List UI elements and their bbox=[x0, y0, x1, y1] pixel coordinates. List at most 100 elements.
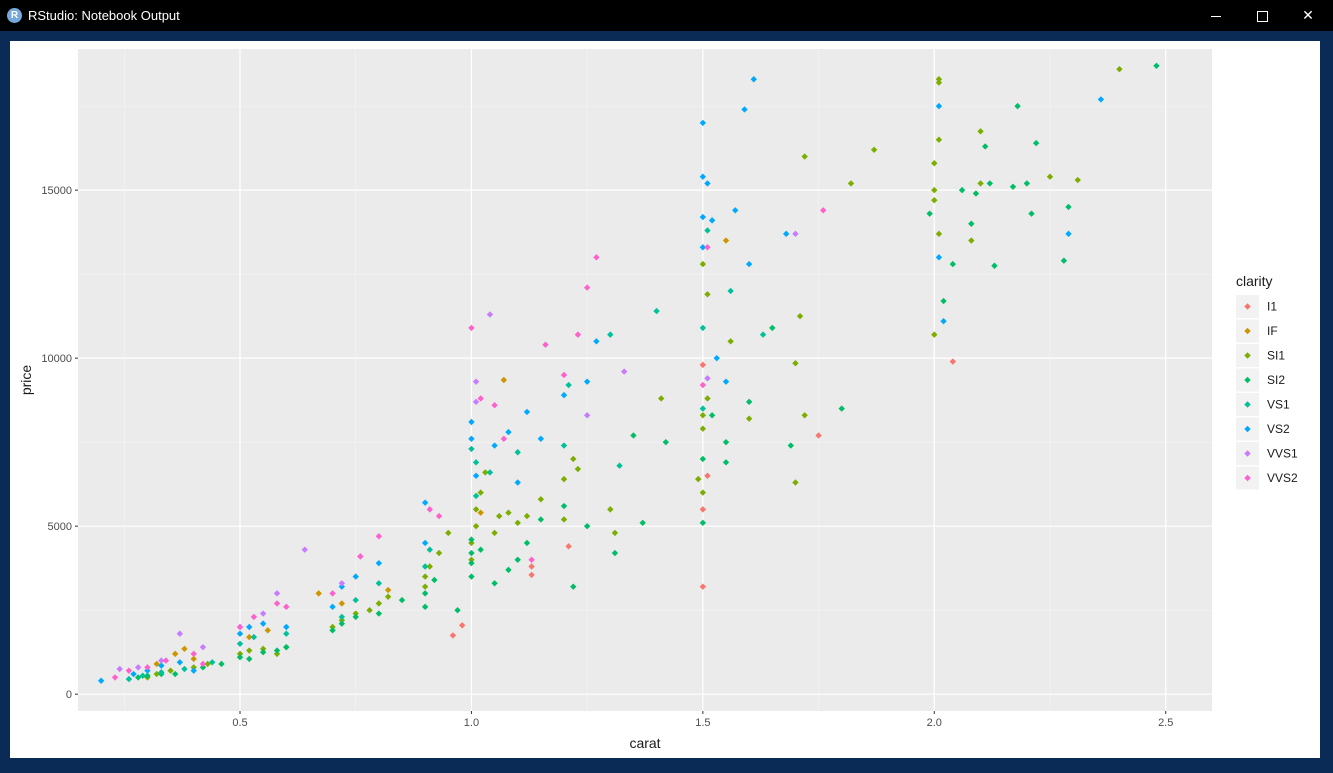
data-point bbox=[482, 469, 489, 476]
data-point bbox=[732, 207, 739, 214]
data-point bbox=[570, 455, 577, 463]
data-point bbox=[935, 79, 943, 86]
data-point bbox=[190, 664, 197, 671]
data-point bbox=[153, 660, 160, 668]
data-point bbox=[472, 398, 480, 406]
data-point bbox=[722, 378, 730, 385]
data-point bbox=[704, 291, 711, 298]
data-point bbox=[820, 207, 827, 214]
data-point bbox=[421, 603, 429, 611]
data-point bbox=[931, 186, 938, 194]
data-point bbox=[1065, 203, 1072, 211]
data-point bbox=[486, 311, 494, 318]
data-point bbox=[338, 620, 346, 627]
data-point bbox=[583, 412, 591, 419]
data-point bbox=[134, 664, 142, 671]
data-point bbox=[144, 672, 151, 679]
data-point bbox=[329, 590, 336, 597]
legend-item-si2: SI2 bbox=[1236, 368, 1285, 392]
data-point bbox=[935, 102, 943, 110]
data-point bbox=[1014, 102, 1021, 110]
data-point bbox=[560, 442, 568, 449]
data-point bbox=[972, 190, 980, 197]
data-point bbox=[537, 435, 545, 443]
data-point bbox=[468, 435, 475, 443]
data-point bbox=[426, 506, 433, 513]
data-point bbox=[273, 650, 281, 658]
close-button[interactable]: ✕ bbox=[1285, 0, 1331, 31]
data-point bbox=[134, 674, 142, 681]
legend-swatch bbox=[1244, 450, 1251, 457]
data-point bbox=[949, 358, 956, 365]
data-point bbox=[593, 338, 600, 345]
grid-minor bbox=[78, 49, 1212, 711]
data-point bbox=[699, 489, 707, 496]
data-point bbox=[449, 632, 457, 639]
data-point bbox=[699, 583, 707, 590]
data-point bbox=[699, 324, 707, 332]
legend-item-vvs2: VVS2 bbox=[1236, 466, 1298, 490]
data-point bbox=[704, 244, 711, 251]
data-point bbox=[639, 519, 646, 527]
data-point bbox=[611, 549, 619, 557]
data-point bbox=[246, 633, 253, 641]
series-if bbox=[153, 237, 730, 668]
data-point bbox=[560, 371, 568, 379]
data-point bbox=[1023, 180, 1031, 187]
data-point bbox=[792, 359, 799, 367]
data-point bbox=[741, 106, 748, 113]
data-point bbox=[940, 317, 947, 325]
x-tick-label: 2.0 bbox=[927, 717, 942, 729]
data-point bbox=[565, 543, 572, 550]
data-point bbox=[560, 391, 568, 399]
data-point bbox=[796, 312, 804, 320]
data-point bbox=[375, 559, 383, 567]
data-point bbox=[940, 297, 947, 305]
minimize-button[interactable] bbox=[1193, 0, 1239, 31]
data-point bbox=[273, 600, 281, 607]
data-point bbox=[699, 173, 707, 180]
data-point bbox=[982, 143, 989, 150]
data-point bbox=[181, 665, 188, 673]
data-point bbox=[338, 617, 346, 624]
data-point bbox=[162, 657, 170, 664]
data-point bbox=[931, 197, 938, 204]
data-point bbox=[986, 180, 994, 187]
data-point bbox=[273, 590, 281, 597]
data-point bbox=[935, 230, 943, 238]
data-point bbox=[468, 556, 475, 563]
data-point bbox=[144, 664, 151, 671]
legend-item-si1: SI1 bbox=[1236, 344, 1285, 367]
data-point bbox=[190, 650, 197, 658]
data-point bbox=[144, 667, 151, 674]
data-point bbox=[708, 217, 716, 224]
data-point bbox=[1009, 183, 1017, 190]
data-point bbox=[421, 583, 429, 590]
legend-label: VVS1 bbox=[1267, 447, 1298, 461]
data-point bbox=[722, 237, 730, 244]
data-point bbox=[1060, 257, 1068, 264]
data-point bbox=[607, 331, 614, 338]
data-point bbox=[259, 620, 267, 627]
data-point bbox=[505, 566, 512, 574]
x-tick-label: 0.5 bbox=[232, 717, 247, 729]
y-tick-label: 15000 bbox=[41, 185, 72, 197]
data-point bbox=[167, 667, 174, 674]
data-point bbox=[431, 576, 438, 584]
data-point bbox=[250, 633, 258, 641]
data-point bbox=[699, 213, 707, 221]
data-point bbox=[699, 519, 707, 527]
maximize-button[interactable] bbox=[1239, 0, 1285, 31]
data-point bbox=[125, 667, 133, 674]
data-point bbox=[699, 244, 707, 251]
data-point bbox=[468, 324, 475, 332]
series-i1 bbox=[449, 358, 956, 639]
data-point bbox=[329, 623, 336, 631]
legend-label: IF bbox=[1267, 324, 1278, 338]
data-point bbox=[1116, 65, 1123, 73]
data-point bbox=[750, 76, 757, 83]
data-point bbox=[458, 622, 466, 629]
data-point bbox=[384, 586, 392, 594]
data-point bbox=[338, 613, 346, 621]
data-point bbox=[246, 647, 253, 654]
